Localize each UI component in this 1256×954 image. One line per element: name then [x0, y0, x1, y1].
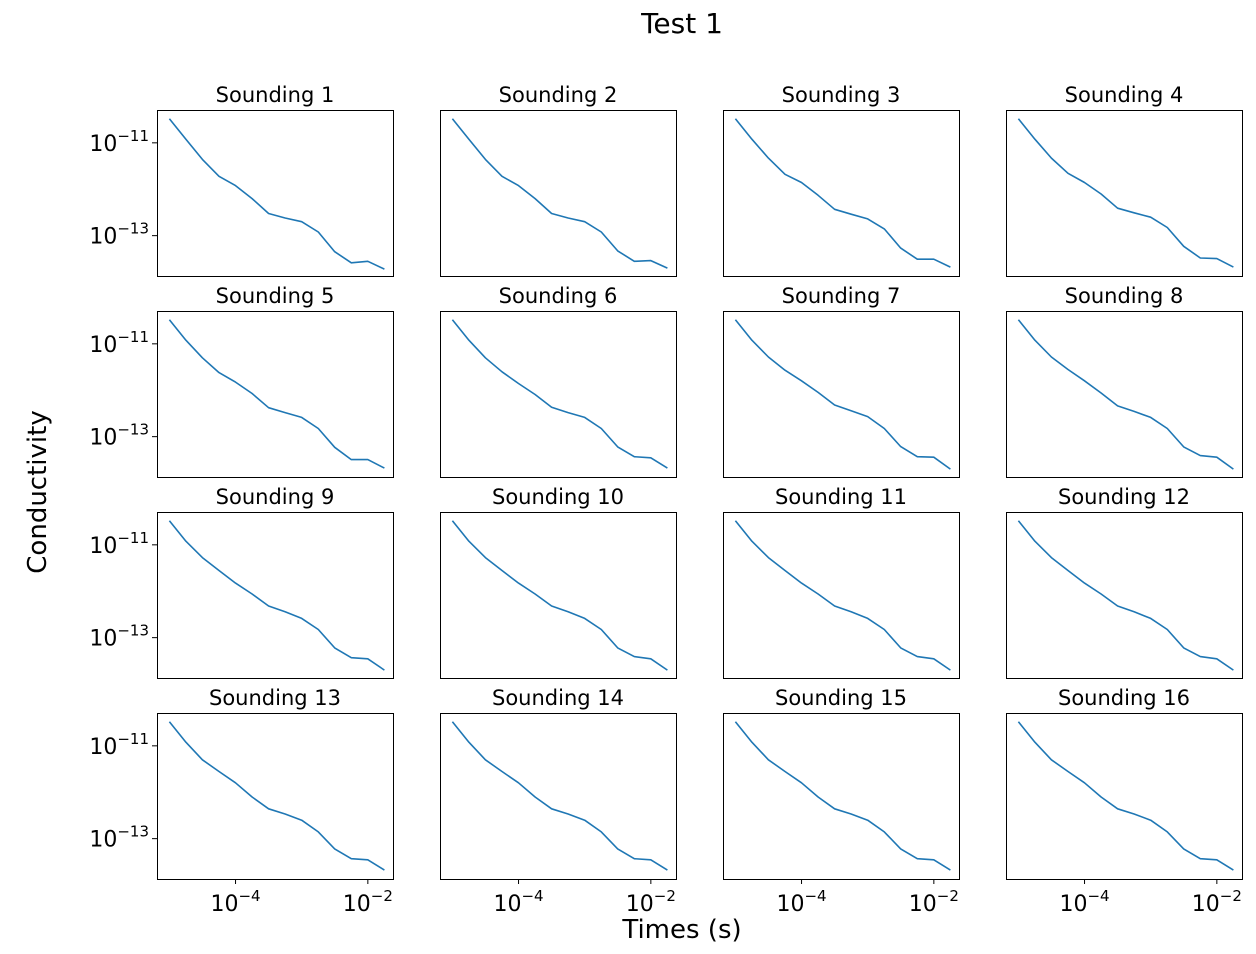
panel-7: Sounding 7 — [723, 284, 960, 478]
x-tick-label: 10−4 — [493, 887, 543, 917]
panel-title: Sounding 11 — [775, 485, 907, 509]
panel-title: Sounding 16 — [1058, 686, 1190, 710]
series-line — [734, 118, 951, 268]
panel-2: Sounding 2 — [440, 83, 677, 277]
panel-frame — [723, 512, 960, 679]
y-axis-label: Conductivity — [23, 410, 53, 573]
x-tick-label: 10−2 — [626, 887, 676, 917]
series-line — [451, 721, 668, 871]
panel-frame — [440, 311, 677, 478]
panel-title: Sounding 9 — [216, 485, 335, 509]
panel-title: Sounding 7 — [782, 284, 901, 308]
series-line — [168, 721, 385, 871]
panel-frame — [440, 110, 677, 277]
y-tick-label: 10−13 — [89, 421, 149, 451]
series-line — [1017, 118, 1234, 268]
panel-title: Sounding 14 — [492, 686, 624, 710]
x-tick-label: 10−4 — [210, 887, 260, 917]
panel-title: Sounding 3 — [782, 83, 901, 107]
series-line — [168, 520, 385, 671]
panel-6: Sounding 6 — [440, 284, 677, 478]
series-line — [451, 520, 668, 671]
panel-title: Sounding 10 — [492, 485, 624, 509]
panel-3: Sounding 3 — [723, 83, 960, 277]
panel-title: Sounding 8 — [1065, 284, 1184, 308]
y-tick-label: 10−13 — [89, 220, 149, 250]
panel-title: Sounding 12 — [1058, 485, 1190, 509]
series-line — [1017, 520, 1234, 671]
panel-1: Sounding 1 10−11 10−13 — [89, 83, 394, 277]
series-line — [734, 721, 951, 871]
figure-title: Test 1 — [640, 7, 723, 40]
panel-frame — [1006, 512, 1243, 679]
panel-title: Sounding 13 — [209, 686, 341, 710]
panel-title: Sounding 15 — [775, 686, 907, 710]
y-tick-label: 10−13 — [89, 823, 149, 853]
panel-frame — [157, 110, 394, 277]
panel-frame — [723, 311, 960, 478]
panel-title: Sounding 1 — [216, 83, 335, 107]
panel-16: Sounding 16 10−4 10−2 — [1006, 686, 1243, 917]
panel-frame — [157, 713, 394, 880]
panels-grid: Sounding 1 10−11 10−13 Sounding 2 Sounding 3… — [89, 83, 1243, 917]
x-tick-label: 10−4 — [1059, 887, 1109, 917]
panel-14: Sounding 14 10−4 10−2 — [440, 686, 677, 917]
series-line — [168, 319, 385, 469]
panel-5: Sounding 5 10−11 10−13 — [89, 284, 394, 478]
panel-frame — [1006, 110, 1243, 277]
panel-frame — [157, 311, 394, 478]
panel-9: Sounding 9 10−11 10−13 — [89, 485, 394, 679]
panel-8: Sounding 8 — [1006, 284, 1243, 478]
panel-title: Sounding 2 — [499, 83, 618, 107]
panel-15: Sounding 15 10−4 10−2 — [723, 686, 960, 917]
panel-frame — [440, 512, 677, 679]
x-tick-label: 10−2 — [909, 887, 959, 917]
series-line — [734, 319, 951, 470]
series-line — [1017, 319, 1234, 470]
panel-title: Sounding 4 — [1065, 83, 1184, 107]
panel-title: Sounding 6 — [499, 284, 618, 308]
series-line — [451, 319, 668, 469]
panel-frame — [1006, 713, 1243, 880]
x-tick-label: 10−2 — [1192, 887, 1242, 917]
series-line — [451, 118, 668, 269]
x-tick-label: 10−2 — [343, 887, 393, 917]
series-line — [168, 118, 385, 270]
panel-12: Sounding 12 — [1006, 485, 1243, 679]
y-tick-label: 10−11 — [89, 529, 149, 559]
panel-10: Sounding 10 — [440, 485, 677, 679]
panel-11: Sounding 11 — [723, 485, 960, 679]
y-tick-label: 10−11 — [89, 328, 149, 358]
y-tick-label: 10−11 — [89, 127, 149, 157]
panel-frame — [157, 512, 394, 679]
panel-title: Sounding 5 — [216, 284, 335, 308]
panel-frame — [723, 713, 960, 880]
x-tick-label: 10−4 — [776, 887, 826, 917]
panel-frame — [1006, 311, 1243, 478]
y-tick-label: 10−13 — [89, 622, 149, 652]
panel-4: Sounding 4 — [1006, 83, 1243, 277]
panel-frame — [440, 713, 677, 880]
x-axis-label: Times (s) — [621, 915, 741, 945]
series-line — [734, 520, 951, 671]
panel-13: Sounding 13 10−11 10−13 10−4 10−2 — [89, 686, 394, 917]
series-line — [1017, 721, 1234, 871]
panel-frame — [723, 110, 960, 277]
y-tick-label: 10−11 — [89, 730, 149, 760]
